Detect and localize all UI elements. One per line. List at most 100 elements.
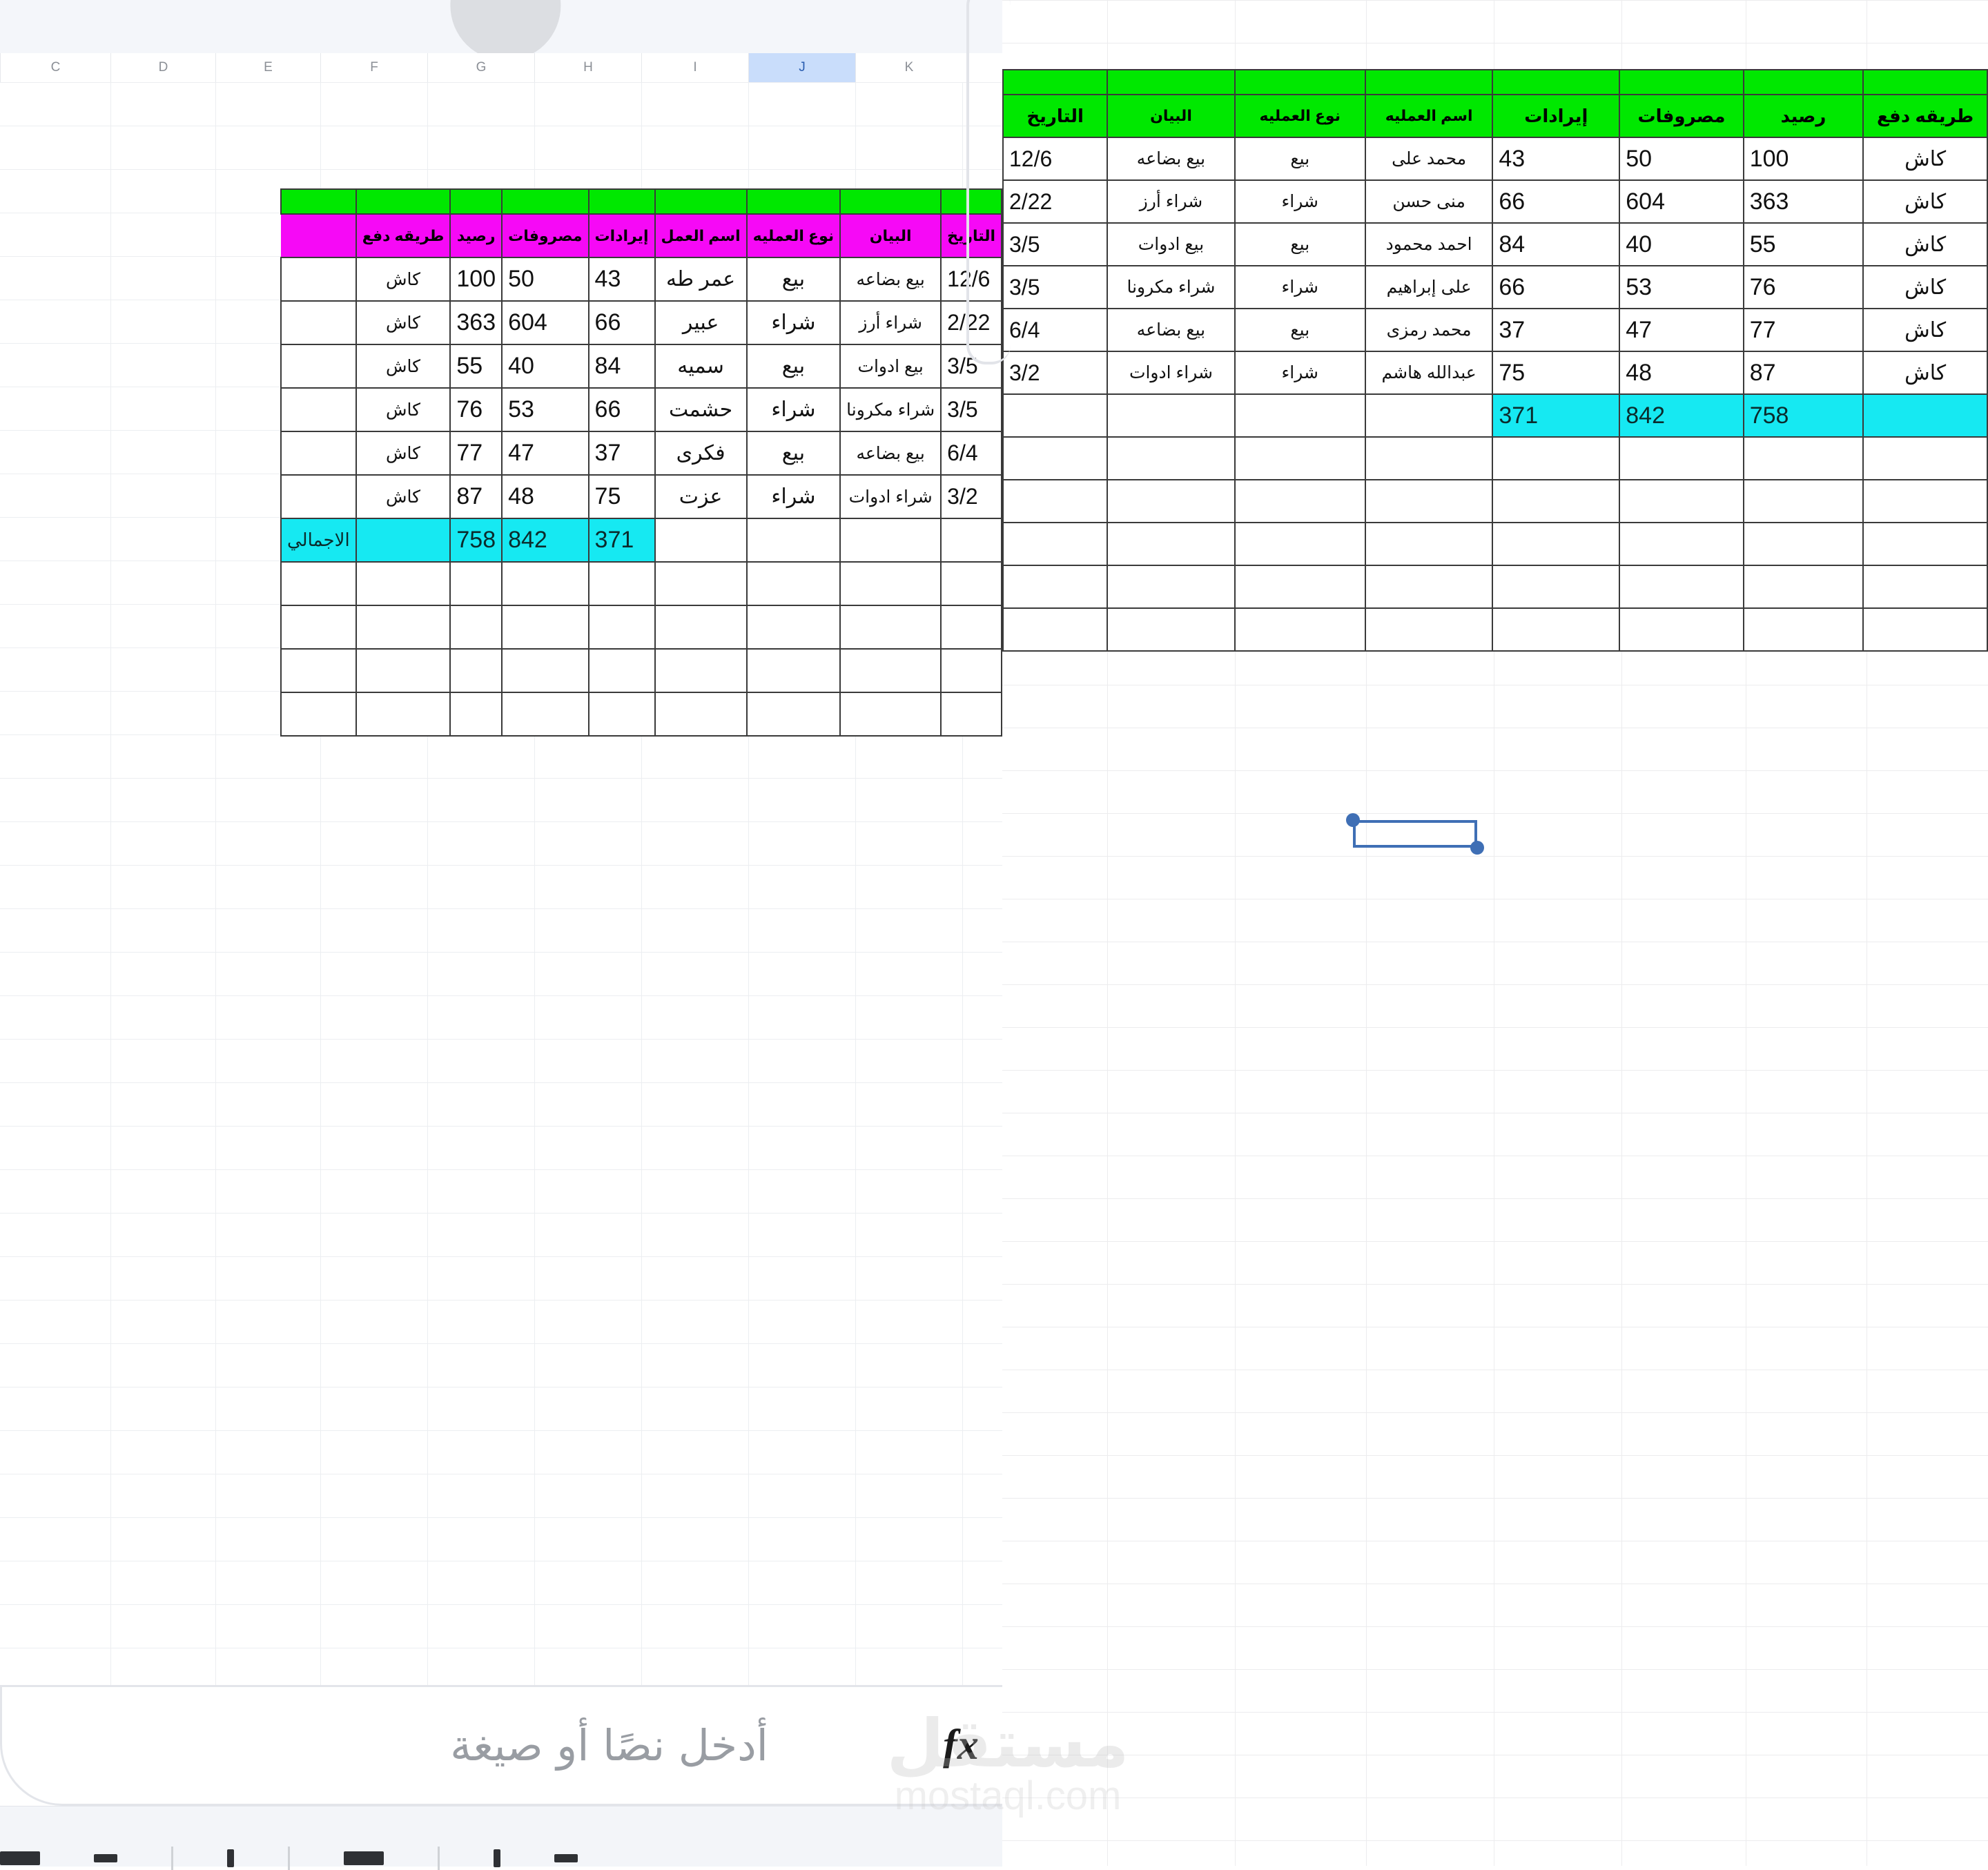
total-balance[interactable]: 758 [1742, 393, 1864, 438]
cell-balance[interactable]: 55 [449, 344, 503, 389]
cell-operation-type[interactable]: شراء [1234, 351, 1366, 395]
column-header-e[interactable]: E [215, 53, 320, 82]
cell-empty[interactable] [940, 605, 1002, 650]
cell-revenues[interactable]: 43 [587, 257, 656, 302]
cell-operation-name[interactable]: عمر طه [654, 257, 748, 302]
cell-revenues[interactable]: 84 [1492, 222, 1621, 266]
cell-selection-rectangle[interactable] [1353, 820, 1477, 848]
cell-operation-name[interactable]: حشمت [654, 387, 748, 432]
cell-payment-method[interactable]: كاش [355, 431, 451, 476]
table-row[interactable]: 6/4 بيع بضاعه بيع فكرى 37 47 77 كاش [280, 431, 1002, 476]
toolbar-icon-3[interactable] [227, 1849, 234, 1867]
cell-empty[interactable] [1492, 522, 1621, 566]
cell-empty[interactable] [1492, 565, 1621, 609]
cell-operation-name[interactable]: محمد على [1364, 137, 1494, 181]
cell-empty[interactable] [1107, 436, 1236, 480]
table-row[interactable]: 3/2 شراء ادوات شراء عزت 75 48 87 كاش [280, 474, 1002, 519]
cell-empty[interactable] [746, 561, 841, 606]
cell-empty[interactable] [1619, 479, 1744, 523]
cell-empty[interactable] [1002, 436, 1109, 480]
cell-empty[interactable] [1234, 607, 1366, 652]
cell-empty[interactable] [1619, 522, 1744, 566]
empty-row[interactable] [280, 692, 1002, 737]
cell-payment-method[interactable]: كاش [355, 474, 451, 519]
cell-blank[interactable] [940, 518, 1002, 563]
cell-operation-name[interactable]: فكرى [654, 431, 748, 476]
cell-empty[interactable] [654, 561, 748, 606]
cell-date[interactable]: 3/5 [1002, 265, 1109, 309]
cell-expenses[interactable]: 53 [501, 387, 589, 432]
cell-blank[interactable] [1364, 393, 1494, 438]
cell-expenses[interactable]: 50 [1619, 137, 1744, 181]
cell-empty[interactable] [501, 692, 589, 737]
cell-empty[interactable] [1862, 607, 1988, 652]
cell-expenses[interactable]: 47 [501, 431, 589, 476]
cell-empty[interactable] [355, 692, 451, 737]
table-row[interactable]: كاش 55 40 84 احمد محمود بيع بيع ادوات 3/5 [1002, 222, 1988, 266]
toolbar-icon-5[interactable] [494, 1849, 500, 1867]
cell-extra[interactable] [280, 387, 357, 432]
cell-empty[interactable] [1364, 607, 1494, 652]
table-row[interactable]: 2/22 شراء أرز شراء عبير 66 604 363 كاش [280, 300, 1002, 345]
cell-operation-name[interactable]: عبدالله هاشم [1364, 351, 1494, 395]
cell-empty[interactable] [1107, 479, 1236, 523]
cell-payment-method[interactable]: كاش [355, 387, 451, 432]
cell-expenses[interactable]: 50 [501, 257, 589, 302]
cell-extra[interactable] [280, 431, 357, 476]
cell-empty[interactable] [1002, 479, 1109, 523]
cell-expenses[interactable]: 40 [501, 344, 589, 389]
cell-empty[interactable] [587, 692, 656, 737]
cell-date[interactable]: 6/4 [940, 431, 1002, 476]
cell-balance[interactable]: 77 [1742, 308, 1864, 352]
cell-date[interactable]: 2/22 [940, 300, 1002, 345]
cell-empty[interactable] [1234, 479, 1366, 523]
table-row[interactable]: كاش 77 47 37 محمد رمزى بيع بيع بضاعه 6/4 [1002, 308, 1988, 352]
cell-empty[interactable] [839, 561, 942, 606]
cell-empty[interactable] [449, 692, 503, 737]
column-header-f[interactable]: F [320, 53, 427, 82]
cell-date[interactable]: 2/22 [1002, 179, 1109, 224]
cell-empty[interactable] [501, 561, 589, 606]
cell-empty[interactable] [839, 692, 942, 737]
cell-empty[interactable] [1862, 479, 1988, 523]
cell-empty[interactable] [839, 605, 942, 650]
cell-extra[interactable] [280, 344, 357, 389]
cell-operation-type[interactable]: بيع [746, 257, 841, 302]
cell-balance[interactable]: 55 [1742, 222, 1864, 266]
cell-extra[interactable] [280, 300, 357, 345]
cell-statement[interactable]: شراء أرز [1107, 179, 1236, 224]
cell-statement[interactable]: بيع بضاعه [1107, 308, 1236, 352]
right-transactions-table[interactable]: طريقه دفع رصيد مصروفات إيرادات اسم العمليه نو… [1002, 69, 1988, 652]
cell-empty[interactable] [501, 648, 589, 693]
cell-empty[interactable] [746, 692, 841, 737]
table-row[interactable]: 3/5 بيع ادوات بيع سميه 84 40 55 كاش [280, 344, 1002, 389]
cell-operation-type[interactable]: شراء [1234, 179, 1366, 224]
cell-operation-type[interactable]: شراء [746, 474, 841, 519]
cell-empty[interactable] [355, 561, 451, 606]
total-row[interactable]: 371 842 758 الاجمالي [280, 518, 1002, 563]
table-row[interactable]: 12/6 بيع بضاعه بيع عمر طه 43 50 100 كاش [280, 257, 1002, 302]
cell-empty[interactable] [1107, 565, 1236, 609]
cell-statement[interactable]: بيع بضاعه [839, 257, 942, 302]
cell-balance[interactable]: 76 [1742, 265, 1864, 309]
cell-empty[interactable] [280, 648, 357, 693]
cell-empty[interactable] [1492, 479, 1621, 523]
cell-expenses[interactable]: 47 [1619, 308, 1744, 352]
cell-date[interactable]: 3/2 [940, 474, 1002, 519]
cell-empty[interactable] [1107, 607, 1236, 652]
cell-empty[interactable] [1619, 565, 1744, 609]
cell-revenues[interactable]: 75 [1492, 351, 1621, 395]
cell-empty[interactable] [280, 561, 357, 606]
cell-empty[interactable] [654, 692, 748, 737]
cell-payment-method[interactable]: كاش [1862, 137, 1988, 181]
cell-revenues[interactable]: 66 [1492, 265, 1621, 309]
cell-date[interactable]: 12/6 [940, 257, 1002, 302]
column-header-j[interactable]: J [748, 53, 855, 82]
cell-expenses[interactable]: 604 [501, 300, 589, 345]
cell-empty[interactable] [1862, 565, 1988, 609]
total-revenues[interactable]: 371 [1492, 393, 1621, 438]
cell-operation-name[interactable]: على إبراهيم [1364, 265, 1494, 309]
cell-empty[interactable] [1742, 607, 1864, 652]
cell-empty[interactable] [587, 648, 656, 693]
